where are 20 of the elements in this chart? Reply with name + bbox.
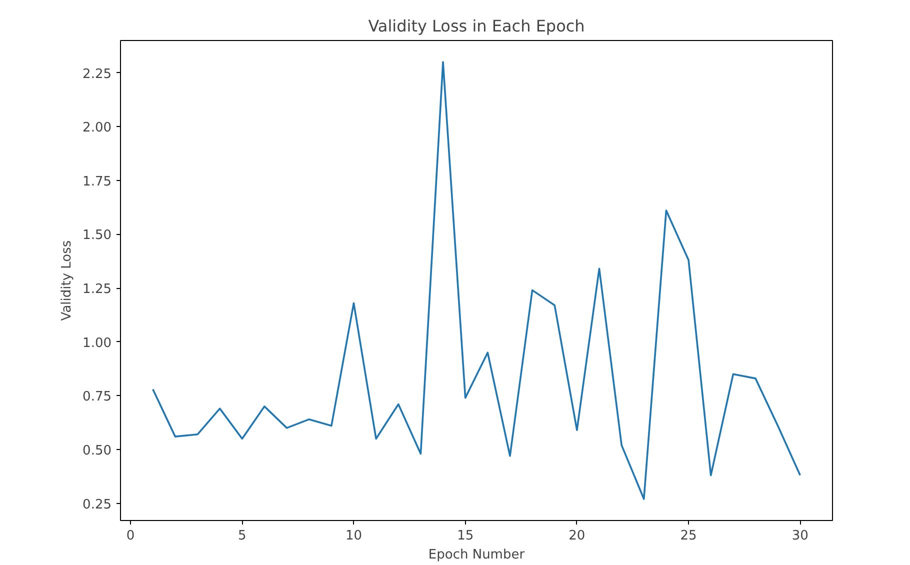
x-tick-label: 25 <box>680 528 697 544</box>
x-tick-label: 10 <box>345 528 362 544</box>
y-axis-title: Validity Loss <box>60 240 75 321</box>
y-tick-label: 0.75 <box>82 390 112 405</box>
x-tick-label: 0 <box>126 528 135 544</box>
y-tick-label: 1.75 <box>82 174 112 190</box>
x-tick-label: 5 <box>238 528 246 544</box>
x-axis-title: Epoch Number <box>428 548 526 562</box>
y-tick-label: 1.00 <box>82 336 112 351</box>
x-tick-label: 20 <box>568 528 586 544</box>
y-tick-label: 1.50 <box>82 228 112 244</box>
y-tick-label: 0.25 <box>82 497 112 512</box>
x-tick-label: 30 <box>792 528 808 544</box>
y-tick-label: 0.50 <box>82 443 112 458</box>
y-tick-label: 1.25 <box>82 282 112 298</box>
line-series <box>152 61 802 500</box>
x-tick-label: 15 <box>457 528 474 544</box>
y-tick-label: 2.00 <box>82 120 112 136</box>
y-tick-label: 2.25 <box>82 66 112 82</box>
chart-title: Validity Loss in Each Epoch <box>368 16 585 36</box>
